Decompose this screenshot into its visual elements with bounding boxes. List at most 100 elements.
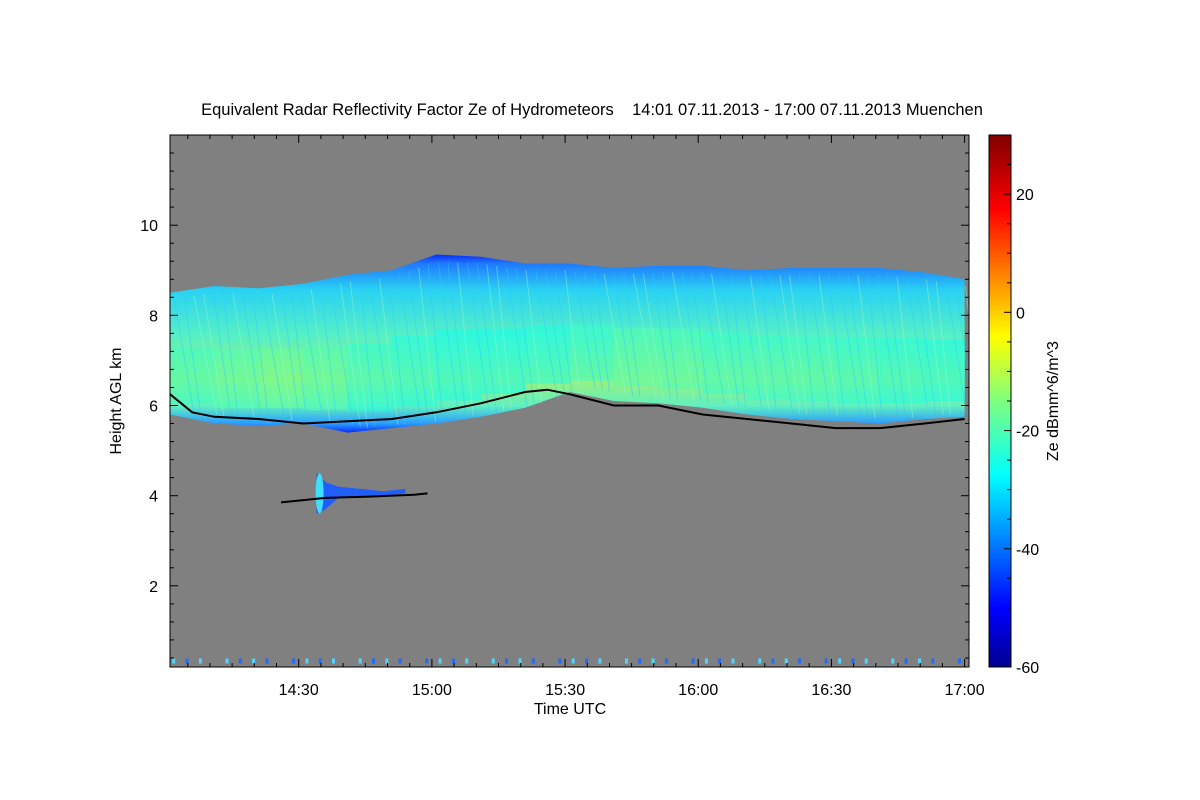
fall-streak <box>506 267 528 408</box>
fall-streak <box>955 284 969 383</box>
ground-clutter <box>358 658 362 664</box>
ground-clutter <box>798 658 802 664</box>
ground-clutter <box>491 658 495 664</box>
data-layer <box>170 254 969 664</box>
ground-clutter <box>664 658 668 664</box>
fall-streak <box>730 275 747 408</box>
reflectivity-core <box>924 339 966 401</box>
fall-streak <box>798 274 815 415</box>
ground-clutter <box>558 658 562 664</box>
ground-clutter <box>864 658 868 664</box>
fall-streak <box>252 294 270 422</box>
reflectivity-core <box>391 335 437 407</box>
ground-clutter <box>957 658 961 664</box>
fall-streak <box>173 298 194 411</box>
cloud-base-low-line <box>280 492 428 504</box>
ground-clutter <box>305 658 309 664</box>
fall-streak <box>935 281 951 414</box>
y-tick-label: 4 <box>149 489 158 506</box>
ground-clutter <box>425 658 429 664</box>
fall-streak <box>369 279 392 426</box>
ground-clutter <box>851 658 855 664</box>
ground-clutter <box>585 658 588 664</box>
fall-streak <box>779 275 801 414</box>
ground-clutter <box>771 658 775 664</box>
fall-streak <box>213 292 232 419</box>
ground-clutter <box>625 658 628 664</box>
fall-streak <box>720 274 740 407</box>
ground-clutter <box>252 658 256 664</box>
fall-streak <box>603 273 627 395</box>
ground-clutter <box>438 658 442 664</box>
ground-clutter <box>531 658 535 664</box>
ground-clutter <box>398 658 402 664</box>
fall-streak <box>681 272 702 402</box>
fall-streak <box>847 274 869 418</box>
ground-clutter <box>598 658 602 664</box>
colorbar-tick-label: 0 <box>1016 305 1025 322</box>
fall-streak <box>867 274 883 419</box>
ground-clutter <box>332 658 335 664</box>
x-tick-label: 16:00 <box>678 682 718 699</box>
fall-streak <box>564 270 580 390</box>
fall-streak <box>222 293 239 420</box>
fall-streak <box>535 270 559 400</box>
fall-streak <box>857 274 876 418</box>
ground-clutter <box>571 658 575 664</box>
ground-clutter <box>904 658 908 664</box>
fall-streak <box>330 284 354 425</box>
ground-clutter <box>718 658 722 664</box>
ground-clutter <box>198 658 202 664</box>
fall-streak <box>515 268 535 406</box>
fall-streak <box>877 274 899 419</box>
fall-streak <box>711 273 732 405</box>
reflectivity-core <box>791 336 837 402</box>
ground-clutter <box>451 658 455 664</box>
fall-streak <box>886 275 906 419</box>
x-tick-label: 14:30 <box>279 682 319 699</box>
fall-streak <box>320 286 338 423</box>
fall-streak <box>623 274 641 398</box>
ground-clutter <box>385 658 389 664</box>
fall-streak <box>808 274 831 416</box>
fall-streak <box>300 290 324 420</box>
ground-clutter <box>918 658 921 664</box>
fall-streak <box>574 270 596 389</box>
ground-clutter <box>691 658 695 664</box>
reflectivity-core <box>658 328 704 389</box>
fall-streak <box>584 271 603 391</box>
ground-clutter <box>238 658 242 664</box>
reflectivity-core <box>436 329 482 401</box>
fall-streak <box>427 264 444 420</box>
fall-streak <box>437 261 460 419</box>
fall-streak <box>183 297 202 413</box>
reflectivity-core <box>525 324 570 384</box>
fall-streak <box>672 272 695 401</box>
x-tick-label: 17:00 <box>945 682 985 699</box>
ground-clutter <box>318 658 322 664</box>
fall-streak <box>642 273 664 399</box>
reflectivity-core <box>480 328 526 394</box>
ground-clutter <box>931 658 935 664</box>
x-tick-label: 15:00 <box>412 682 452 699</box>
fall-streak <box>818 274 838 416</box>
reflectivity-core <box>569 324 615 381</box>
colorbar-tick-label: -20 <box>1016 424 1039 441</box>
fall-streak <box>925 279 944 415</box>
y-tick-label: 10 <box>140 218 158 235</box>
fall-streak <box>652 272 672 399</box>
fall-streak <box>838 274 862 417</box>
fall-streak <box>964 285 969 320</box>
fall-streak <box>593 272 611 393</box>
fall-streak <box>554 270 573 393</box>
ground-clutter <box>731 658 735 664</box>
fall-streak <box>759 276 777 412</box>
fall-streak <box>398 274 422 423</box>
fall-streak <box>545 270 566 397</box>
chart-title: Equivalent Radar Reflectivity Factor Ze … <box>201 101 983 119</box>
ground-clutter <box>651 658 655 664</box>
reflectivity-core <box>347 343 393 412</box>
x-tick-label: 16:30 <box>811 682 851 699</box>
fall-streak <box>291 291 307 420</box>
fall-streak <box>466 262 490 415</box>
